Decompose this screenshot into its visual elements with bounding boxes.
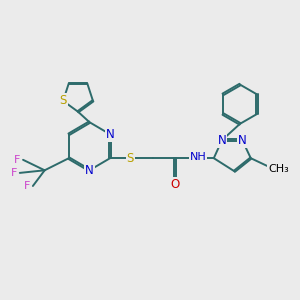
Text: N: N [218, 134, 226, 147]
Text: F: F [11, 168, 17, 178]
Text: F: F [24, 181, 30, 191]
Text: N: N [85, 164, 94, 177]
Text: CH₃: CH₃ [268, 164, 289, 174]
Text: S: S [127, 152, 134, 165]
Text: N: N [106, 128, 115, 141]
Text: N: N [238, 134, 247, 147]
Text: NH: NH [190, 152, 206, 162]
Text: F: F [14, 155, 20, 165]
Text: S: S [59, 94, 67, 107]
Text: O: O [170, 178, 179, 191]
